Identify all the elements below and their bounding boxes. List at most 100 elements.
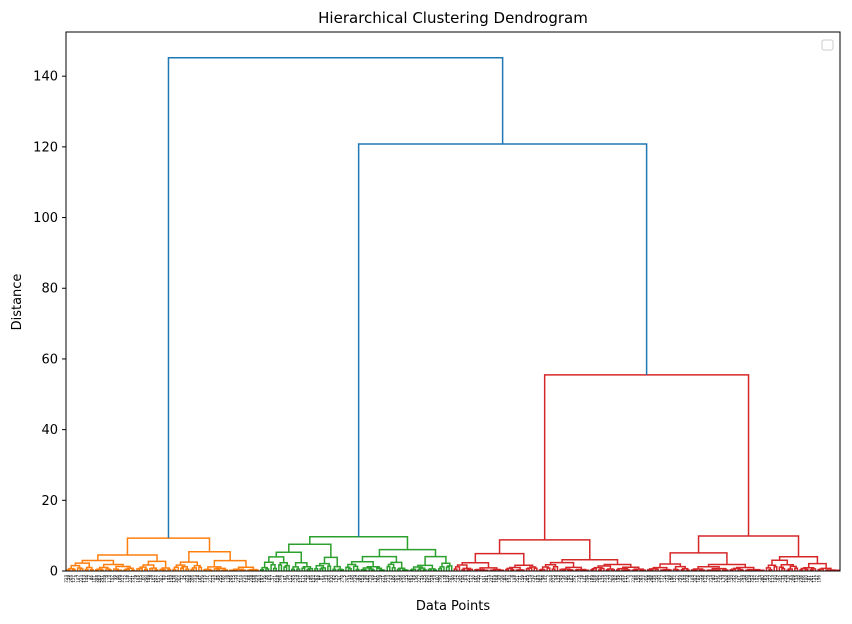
leaf-label: 32 <box>455 575 460 581</box>
leaf-label: 281 <box>484 575 489 583</box>
y-tick-label: 140 <box>33 70 58 85</box>
leaf-label: 222 <box>768 575 773 583</box>
leaf-label: 296 <box>595 575 600 583</box>
leaf-label: 180 <box>804 575 809 583</box>
leaf-label: 9 <box>105 575 110 578</box>
leaf-label: 223 <box>210 575 215 583</box>
leaf-label: 155 <box>793 575 798 583</box>
leaf-label: 13 <box>486 575 491 581</box>
dendrogram-link <box>288 543 332 558</box>
leaf-label: 31 <box>205 575 210 581</box>
leaf-label: 156 <box>321 575 326 583</box>
leaf-label: 137 <box>713 575 718 583</box>
leaf-label: 189 <box>590 575 595 583</box>
leaf-label: 55 <box>698 575 703 581</box>
leaf-label: 212 <box>208 575 213 583</box>
leaf-label: 185 <box>308 575 313 583</box>
leaf-label: 236 <box>799 575 804 583</box>
leaf-label: 118 <box>125 575 130 583</box>
leaf-label: 87 <box>752 575 757 581</box>
leaf-label: 177 <box>659 575 664 583</box>
leaf-label: 41 <box>533 575 538 581</box>
dendrogram-link <box>378 548 437 557</box>
leaf-label: 138 <box>169 575 174 583</box>
dendrogram-link <box>167 57 504 539</box>
dendrogram-link <box>445 566 450 571</box>
leaf-label: 245 <box>559 575 564 583</box>
leaf-label: 43 <box>388 575 393 581</box>
dendrogram-link <box>498 539 591 560</box>
dendrogram-links <box>66 57 840 572</box>
leaf-label: 204 <box>548 575 553 583</box>
leaf-label: 251 <box>515 575 520 583</box>
leaf-label: 132 <box>311 575 316 583</box>
leaf-label: 95 <box>216 575 221 581</box>
leaf-label: 29 <box>706 575 711 581</box>
leaf-label: 246 <box>399 575 404 583</box>
leaf-label: 97 <box>355 575 360 581</box>
leaf-label: 65 <box>412 575 417 581</box>
leaf-label: 187 <box>76 575 81 583</box>
leaf-label: 68 <box>246 575 251 581</box>
leaf-label: 200 <box>744 575 749 583</box>
y-tick-label: 40 <box>41 423 58 438</box>
leaf-label: 196 <box>817 575 822 583</box>
leaf-label: 240 <box>657 575 662 583</box>
leaf-label: 54 <box>765 575 770 581</box>
leaf-label: 112 <box>301 575 306 583</box>
leaf-label: 47 <box>814 575 819 581</box>
leaf-label: 130 <box>786 575 791 583</box>
dendrogram-link <box>543 374 750 540</box>
leaf-label: 290 <box>143 575 148 583</box>
leaf-label: 15 <box>404 575 409 581</box>
leaf-label: 199 <box>146 575 151 583</box>
leaf-label: 154 <box>360 575 365 583</box>
leaf-label: 239 <box>368 575 373 583</box>
leaf-label: 89 <box>667 575 672 581</box>
dendrogram-link <box>283 566 288 571</box>
leaf-label: 128 <box>275 575 280 583</box>
leaf-label: 16 <box>662 575 667 581</box>
leaf-label: 151 <box>481 575 486 583</box>
leaf-label: 96 <box>541 575 546 581</box>
leaf-label: 297 <box>504 575 509 583</box>
leaf-label: 148 <box>350 575 355 583</box>
leaf-label: 46 <box>115 575 120 581</box>
leaf-label: 111 <box>623 575 628 583</box>
leaf-label: 37 <box>675 575 680 581</box>
dendrogram-link <box>309 535 409 550</box>
leaf-label: 83 <box>396 575 401 581</box>
dendrogram-link <box>576 568 587 571</box>
leaf-label: 84 <box>502 575 507 581</box>
leaf-label: 215 <box>241 575 246 583</box>
leaf-label: 259 <box>677 575 682 583</box>
leaf-label: 60 <box>141 575 146 581</box>
leaf-label: 234 <box>79 575 84 583</box>
leaf-label: 127 <box>71 575 76 583</box>
leaf-label: 217 <box>120 575 125 583</box>
leaf-label: 14 <box>605 575 610 581</box>
leaf-label: 136 <box>414 575 419 583</box>
dendrogram-link <box>249 568 258 571</box>
leaf-label: 167 <box>197 575 202 583</box>
leaf-label: 175 <box>422 575 427 583</box>
leaf-label: 202 <box>458 575 463 583</box>
leaf-label: 17 <box>87 575 92 581</box>
leaf-label: 129 <box>608 575 613 583</box>
leaf-label: 63 <box>463 575 468 581</box>
y-tick-label: 20 <box>41 494 58 509</box>
leaf-label: 242 <box>778 575 783 583</box>
leaf-label: 38 <box>742 575 747 581</box>
leaf-label: 182 <box>365 575 370 583</box>
leaf-label: 272 <box>453 575 458 583</box>
leaf-label: 190 <box>773 575 778 583</box>
leaf-label: 211 <box>381 575 386 583</box>
leaf-label: 255 <box>218 575 223 583</box>
leaf-label: 26 <box>306 575 311 581</box>
leaf-label: 44 <box>719 575 724 581</box>
leaf-label: 229 <box>254 575 259 583</box>
leaf-label: 82 <box>613 575 618 581</box>
leaf-label: 262 <box>538 575 543 583</box>
leaf-label: 176 <box>172 575 177 583</box>
leaf-label: 163 <box>136 575 141 583</box>
